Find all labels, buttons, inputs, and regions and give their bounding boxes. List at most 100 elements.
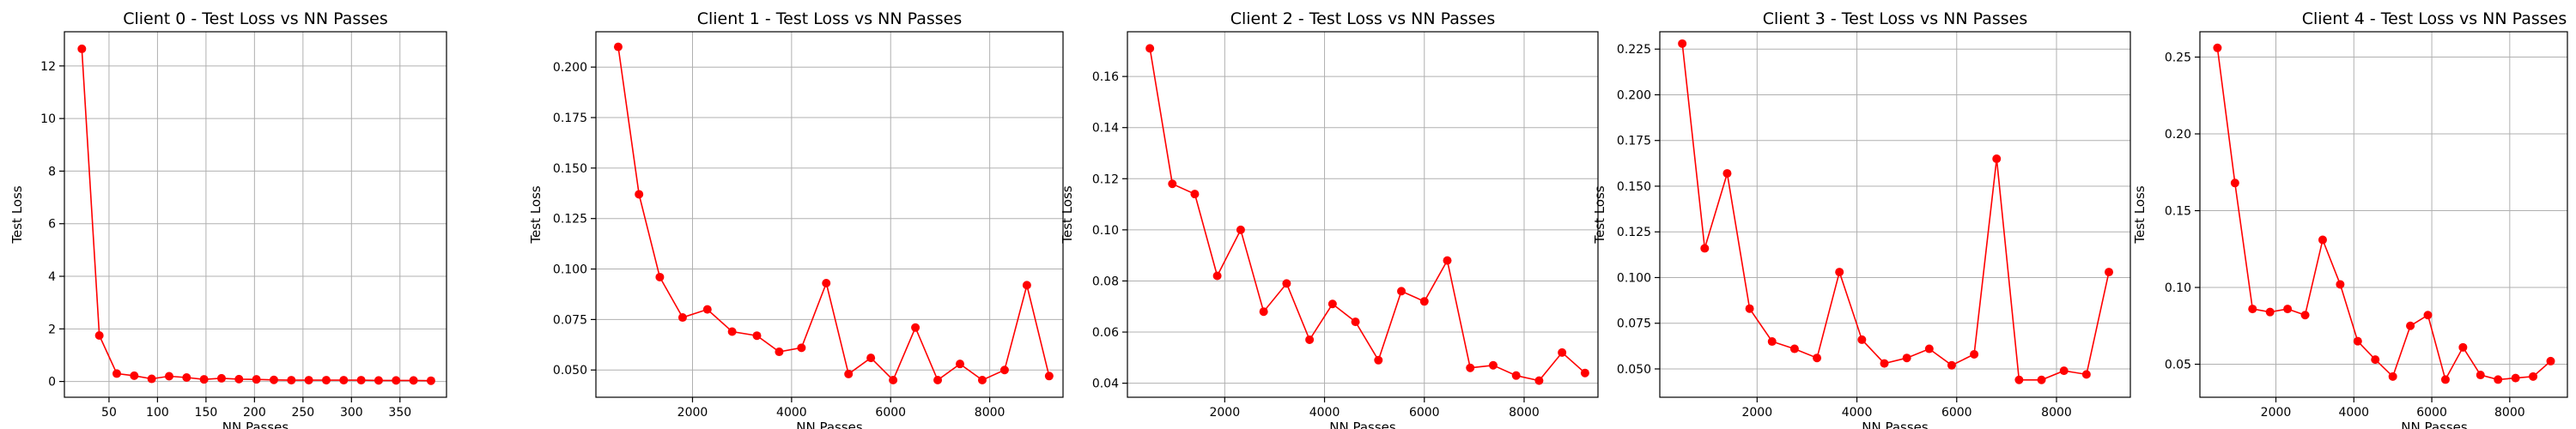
x-tick-label: 4000 [1309, 406, 1340, 420]
data-point [269, 375, 278, 384]
plot-frame [595, 31, 1064, 398]
x-tick-label: 350 [388, 406, 411, 420]
y-tick-label: 0.16 [1092, 70, 1119, 84]
data-point [752, 331, 762, 341]
y-axis-label: Test Loss [528, 185, 544, 244]
x-tick-label: 6000 [1409, 406, 1440, 420]
data-point [2014, 375, 2024, 384]
data-point [112, 369, 121, 378]
chart-panel-0: 50 100 150 200 250 300 350 0 2 4 6 8 10 12 Client 0 - … [9, 9, 447, 429]
y-tick-label: 0.100 [553, 263, 587, 277]
y-tick-label: 0.12 [1092, 172, 1119, 186]
data-point [1722, 169, 1732, 178]
data-point [374, 376, 383, 385]
data-point [1145, 44, 1155, 53]
data-point [1419, 297, 1429, 306]
data-point [2423, 311, 2433, 320]
data-point [2353, 336, 2362, 346]
data-point [2511, 373, 2520, 383]
data-point [1466, 363, 1475, 372]
data-point [2458, 342, 2468, 352]
data-point [933, 375, 943, 384]
x-axis-label: NN Passes [1329, 420, 1396, 429]
series-line [1681, 43, 2110, 381]
y-tick-label: 0.200 [1617, 88, 1651, 102]
y-tick-label: 0.175 [553, 112, 587, 125]
data-point [2388, 372, 2397, 381]
y-tick-label: 0.100 [1617, 271, 1651, 285]
x-tick-label: 4000 [1842, 406, 1873, 420]
data-point [2300, 311, 2310, 320]
data-point [1351, 317, 1360, 327]
x-tick-label: 8000 [2041, 406, 2072, 420]
data-point [1902, 353, 1911, 363]
data-point [1374, 355, 1383, 365]
data-point [999, 366, 1009, 375]
data-point [356, 376, 366, 385]
data-point [2318, 235, 2327, 245]
data-point [677, 313, 687, 323]
x-tick-label: 8000 [975, 406, 1005, 420]
y-tick-label: 0.05 [2165, 359, 2191, 372]
x-tick-label: 200 [243, 406, 266, 420]
data-point [1857, 335, 1867, 344]
data-point [182, 373, 191, 383]
x-tick-label: 4000 [2338, 406, 2369, 420]
data-point [2546, 356, 2555, 366]
data-point [130, 371, 139, 380]
y-tick-label: 0.050 [1617, 363, 1651, 377]
chart-title: Client 2 - Test Loss vs NN Passes [1230, 9, 1496, 28]
series-line [1149, 48, 1586, 382]
data-point [1212, 271, 1222, 281]
data-point [1511, 371, 1521, 380]
y-tick-label: 0.050 [553, 364, 587, 378]
data-point [1282, 279, 1291, 288]
y-tick-label: 10 [40, 112, 56, 126]
data-point [216, 373, 226, 383]
x-axis-label: NN Passes [2401, 420, 2468, 429]
data-point [2336, 280, 2345, 289]
x-tick-label: 8000 [2494, 406, 2525, 420]
chart-panel-1: 2000 4000 6000 8000 0.050 0.075 0.100 0.125 0.15… [528, 9, 1064, 429]
data-point [147, 374, 156, 384]
y-tick-label: 0.08 [1092, 275, 1119, 288]
data-point [2248, 305, 2257, 314]
data-point [1558, 347, 1567, 357]
plot-frame [1659, 31, 2131, 398]
y-tick-label: 0.125 [1617, 226, 1651, 239]
data-point [2059, 366, 2069, 376]
x-tick-label: 150 [195, 406, 218, 420]
y-axis-label: Test Loss [2132, 185, 2148, 244]
data-point [977, 375, 987, 384]
data-point [727, 327, 737, 336]
data-point [1044, 372, 1054, 381]
x-tick-label: 50 [101, 406, 117, 420]
data-point [2529, 372, 2538, 381]
data-point [1236, 225, 1245, 234]
data-point [1745, 304, 1754, 313]
data-point [1168, 179, 1177, 189]
y-tick-label: 0.04 [1092, 378, 1119, 391]
data-point [2283, 305, 2293, 314]
data-point [822, 279, 831, 288]
y-axis-label: Test Loss [1592, 185, 1607, 244]
chart-title: Client 4 - Test Loss vs NN Passes [2302, 9, 2567, 28]
y-tick-label: 0.20 [2165, 128, 2191, 142]
y-tick-label: 12 [40, 60, 56, 74]
chart-panel-4: 2000 4000 6000 8000 0.05 0.10 0.15 0.20 0.25 Clie… [2132, 9, 2568, 429]
x-tick-label: 6000 [875, 406, 906, 420]
data-point [866, 353, 876, 363]
y-tick-label: 0.075 [1617, 317, 1651, 331]
data-point [1259, 307, 1268, 317]
y-tick-label: 0.15 [2165, 205, 2191, 219]
data-point [1924, 344, 1934, 353]
data-point [2406, 321, 2415, 330]
series-line [2216, 47, 2552, 382]
x-tick-label: 250 [291, 406, 314, 420]
y-tick-label: 2 [48, 323, 56, 336]
chart-title: Client 1 - Test Loss vs NN Passes [697, 9, 963, 28]
data-point [339, 376, 349, 385]
data-point [2213, 43, 2222, 52]
data-point [1190, 190, 1200, 199]
data-point [304, 376, 313, 385]
